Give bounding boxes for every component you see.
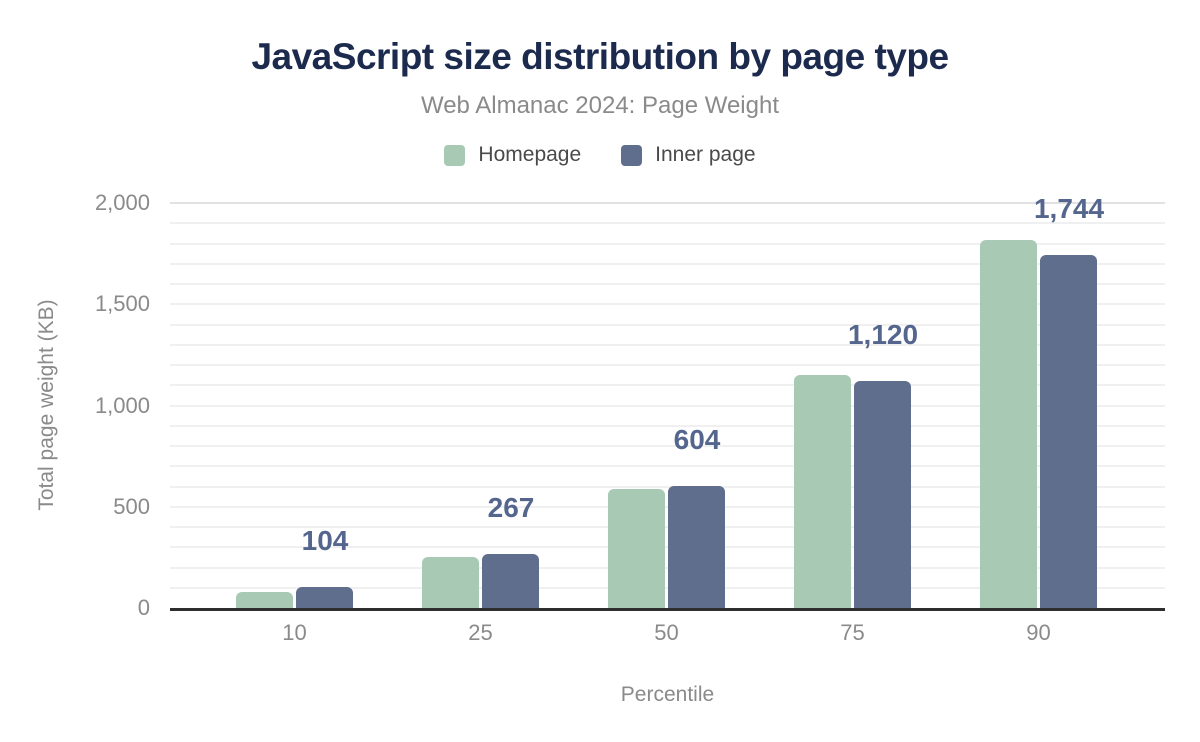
- gridline-1600: [170, 283, 1165, 285]
- gridline-600: [170, 485, 1165, 488]
- x-tick-90: 90: [1026, 620, 1051, 645]
- bar-homepage-p90[interactable]: [980, 240, 1037, 608]
- gridline-1200: [170, 364, 1165, 366]
- gridline-800: [170, 445, 1165, 447]
- bar-inner-page-p90[interactable]: [1040, 254, 1097, 608]
- data-label-p90: 1,744: [1033, 192, 1105, 224]
- gridline-2000: [170, 202, 1165, 204]
- gridline-1100: [170, 384, 1165, 387]
- gridline-1000: [170, 404, 1165, 407]
- chart-subtitle: Web Almanac 2024: Page Weight: [420, 92, 779, 119]
- gridline-1900: [170, 222, 1165, 225]
- bar-homepage-p50[interactable]: [608, 488, 665, 608]
- bar-homepage-p25[interactable]: [422, 557, 479, 608]
- y-tick-500: 500: [113, 493, 150, 519]
- plot-area: 0 500 1,000 1,500 2,000 10 104 25 267 50 604 75 1,12…: [95, 192, 1165, 645]
- gridline-300: [170, 546, 1165, 549]
- x-tick-10: 10: [282, 620, 307, 645]
- data-label-p10: 104: [301, 524, 349, 556]
- bar-homepage-p10[interactable]: [236, 592, 293, 608]
- gridline-1400: [170, 323, 1165, 326]
- gridline-700: [170, 465, 1165, 468]
- gridline-1500: [170, 303, 1165, 306]
- bar-inner-page-p50[interactable]: [668, 485, 725, 608]
- y-tick-0: 0: [137, 595, 150, 620]
- legend-label-inner-page: Inner page: [655, 143, 756, 166]
- data-label-p25: 267: [487, 491, 535, 523]
- gridline-500: [170, 505, 1165, 508]
- bar-inner-page-p25[interactable]: [482, 553, 539, 608]
- gridline-400: [170, 526, 1165, 528]
- y-tick-2000: 2,000: [94, 190, 150, 215]
- y-tick-1500: 1,500: [94, 291, 150, 317]
- chart-title: JavaScript size distribution by page typ…: [251, 36, 949, 77]
- gridline-1700: [170, 262, 1165, 265]
- legend: Homepage Inner page: [0, 143, 1200, 167]
- gridline-100: [170, 586, 1165, 589]
- legend-item-inner-page[interactable]: Inner page: [621, 143, 756, 167]
- y-tick-1000: 1,000: [94, 392, 150, 418]
- bar-homepage-p75[interactable]: [794, 375, 851, 608]
- data-label-p50: 604: [673, 423, 721, 455]
- legend-item-homepage[interactable]: Homepage: [444, 143, 581, 167]
- gridline-200: [170, 566, 1165, 569]
- data-label-p75: 1,120: [847, 319, 919, 351]
- x-tick-50: 50: [654, 620, 679, 645]
- gridline-900: [170, 424, 1165, 427]
- bar-inner-page-p75[interactable]: [854, 381, 911, 608]
- x-tick-75: 75: [840, 620, 865, 645]
- legend-label-homepage: Homepage: [478, 143, 582, 166]
- gridline-1300: [170, 343, 1165, 346]
- gridline-1800: [170, 242, 1165, 245]
- inner-page-swatch-icon: [621, 144, 643, 166]
- homepage-swatch-icon: [444, 144, 466, 166]
- x-tick-25: 25: [468, 620, 493, 645]
- x-axis-title: Percentile: [620, 683, 715, 706]
- bar-inner-page-p10[interactable]: [296, 586, 353, 608]
